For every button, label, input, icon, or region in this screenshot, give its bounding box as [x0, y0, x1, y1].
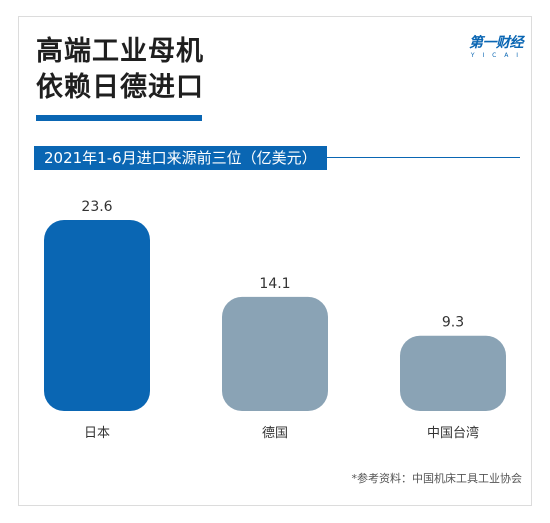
value-label-2: 14.1	[259, 276, 290, 292]
page-title-line-2: 依赖日德进口	[36, 72, 204, 103]
category-label-2: 德国	[262, 426, 288, 441]
bar-2	[222, 296, 328, 411]
page-title-line-1: 高端工业母机	[36, 36, 204, 67]
chart-subtitle: 2021年1-6月进口来源前三位（亿美元）	[34, 146, 327, 170]
source-note: *参考资料：中国机床工具工业协会	[351, 472, 523, 485]
bar-3	[400, 335, 506, 411]
value-label-3: 9.3	[442, 315, 464, 331]
bar-1	[44, 220, 150, 411]
brand-logo-text: 第一财经	[469, 35, 524, 51]
category-label-1: 日本	[84, 426, 110, 441]
category-label-3: 中国台湾	[427, 425, 479, 441]
title-underline-bar	[36, 115, 202, 121]
brand-logo: 第一财经 Y I C A I	[468, 36, 524, 59]
brand-logo-subtext: Y I C A I	[470, 52, 522, 59]
value-label-1: 23.6	[81, 199, 112, 215]
